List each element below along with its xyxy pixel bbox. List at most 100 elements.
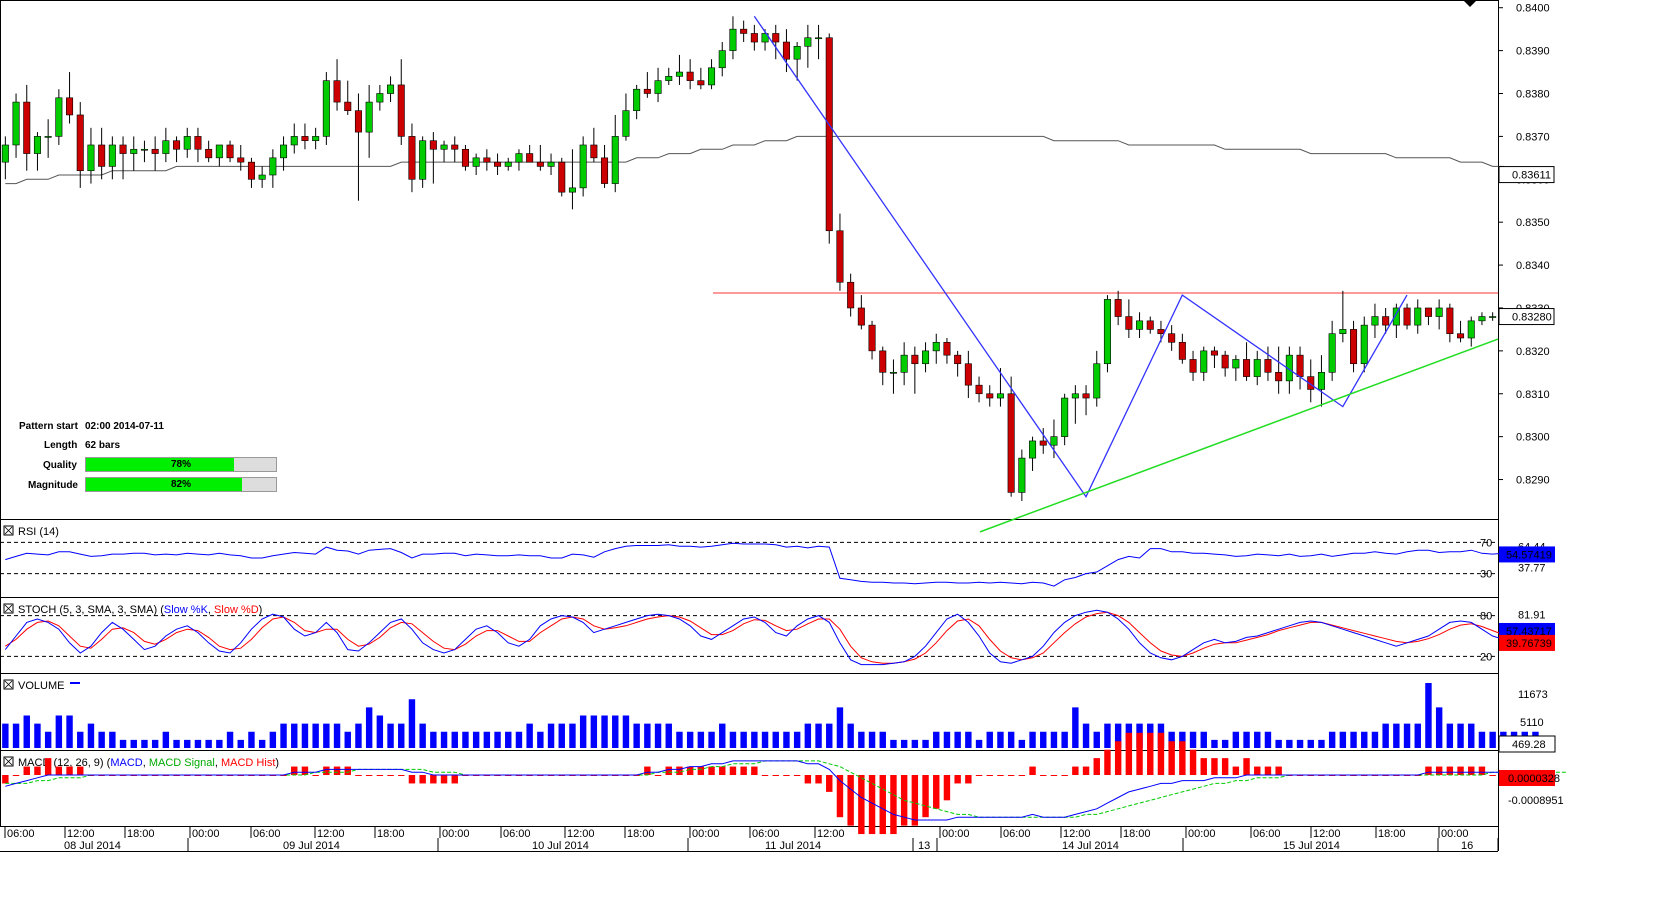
volume-bar: [1200, 731, 1207, 748]
price-tick-label: 0.8350: [1516, 217, 1550, 229]
stoch-right-high: 81.91: [1518, 609, 1546, 621]
candle-body: [1007, 393, 1015, 493]
macd-hist-bar: [1478, 766, 1486, 775]
length-label: Length: [44, 440, 78, 451]
candle-body: [494, 161, 502, 167]
volume-bar: [408, 699, 416, 748]
volume-bar: [505, 731, 512, 748]
candle-body: [1457, 333, 1465, 339]
candle-body: [1275, 372, 1283, 382]
volume-bar: [1114, 723, 1122, 748]
volume-bar: [23, 715, 30, 748]
candle-body: [237, 157, 245, 163]
volume-bar: [719, 723, 726, 748]
date-label: 14 Jul 2014: [1062, 840, 1119, 852]
candle-body: [269, 157, 277, 176]
candle-body: [55, 97, 63, 137]
panel-frame-2: [0, 597, 1499, 674]
macd-hist-bar: [1007, 775, 1015, 776]
candle-body: [558, 161, 566, 193]
candle-body: [205, 148, 213, 159]
volume-bar: [398, 723, 405, 748]
candle-body: [504, 161, 512, 167]
quality-label: Quality: [43, 460, 77, 471]
candle-body: [697, 80, 705, 86]
candle-body: [729, 28, 737, 51]
volume-bar: [12, 723, 20, 748]
volume-bar: [194, 739, 202, 748]
volume-bar: [66, 715, 73, 748]
volume-bar: [162, 731, 170, 748]
volume-bar: [1468, 723, 1475, 748]
volume-bar: [216, 739, 223, 748]
macd-hist-bar: [654, 775, 662, 776]
candle-body: [1136, 320, 1144, 330]
candle-body: [879, 350, 887, 373]
macd-hist-bar: [1125, 732, 1133, 775]
macd-hist-bar: [793, 775, 801, 776]
volume-bar: [590, 715, 598, 748]
macd-hist-bar: [333, 766, 341, 775]
rsi-right-low: 37.77: [1518, 563, 1546, 575]
macd-hist-bar: [291, 766, 298, 775]
candle-body: [194, 136, 202, 150]
candle-body: [815, 37, 823, 40]
volume-bar: [729, 731, 737, 748]
macd-hist-bar: [943, 775, 951, 801]
volume-bar: [333, 723, 341, 748]
panel-frame-0: [0, 0, 1499, 520]
macd-hist-bar: [301, 766, 309, 775]
candle-body: [1371, 316, 1379, 326]
volume-bar: [109, 731, 116, 748]
volume-bar: [622, 715, 630, 748]
rsi-label-check-mark: [4, 526, 13, 535]
candle-body: [1307, 376, 1315, 390]
candle-body: [440, 144, 448, 150]
macd-hist-bar: [376, 775, 384, 776]
candle-body: [622, 110, 630, 137]
candle-body: [1317, 372, 1325, 390]
time-label: 06:00: [1003, 828, 1031, 840]
candle-body: [215, 144, 223, 159]
macd-hist-bar: [1275, 766, 1282, 775]
candle-body: [579, 144, 587, 189]
candle-body: [483, 157, 491, 163]
macd-hist-bar: [676, 766, 683, 775]
macd-hist-bar: [965, 775, 972, 784]
volume-bar: [1179, 731, 1186, 748]
volume-bar: [515, 731, 523, 748]
candle-body: [226, 144, 234, 159]
volume-bar: [1082, 723, 1090, 748]
macd-hist-bar: [772, 775, 779, 776]
macd-hist-bar: [1489, 775, 1496, 776]
price-tick-label: 0.8370: [1516, 131, 1550, 143]
time-label: 00:00: [942, 828, 970, 840]
candle-body: [526, 153, 534, 163]
macd-low-label: -0.0008951: [1508, 795, 1564, 807]
volume-bar: [1072, 707, 1079, 748]
volume-bar: [34, 723, 41, 748]
volume-bar: [633, 723, 640, 748]
candle-body: [1093, 363, 1101, 399]
candle-body: [258, 174, 266, 180]
candle-body: [547, 161, 555, 167]
volume-bar: [654, 723, 662, 748]
candle-body: [1029, 440, 1037, 459]
time-label: 12:00: [817, 828, 845, 840]
macd-hist-bar: [1468, 766, 1475, 775]
volume-bar: [1050, 731, 1058, 748]
macd-hist-bar: [922, 775, 929, 818]
candle-body: [280, 144, 288, 159]
pattern-marker-icon: [1463, 0, 1477, 7]
candle-body: [66, 97, 74, 116]
volume-bar: [922, 739, 929, 748]
macd-hist-bar: [975, 775, 983, 776]
rsi-current-value: 54.57419: [1506, 549, 1552, 561]
volume-bar: [740, 731, 747, 748]
candle-body: [718, 50, 726, 69]
macd-hist-bar: [323, 766, 330, 775]
volume-bar: [1489, 731, 1496, 748]
candle-body: [889, 372, 897, 374]
time-label: 18:00: [1378, 828, 1406, 840]
candle-body: [804, 37, 812, 47]
